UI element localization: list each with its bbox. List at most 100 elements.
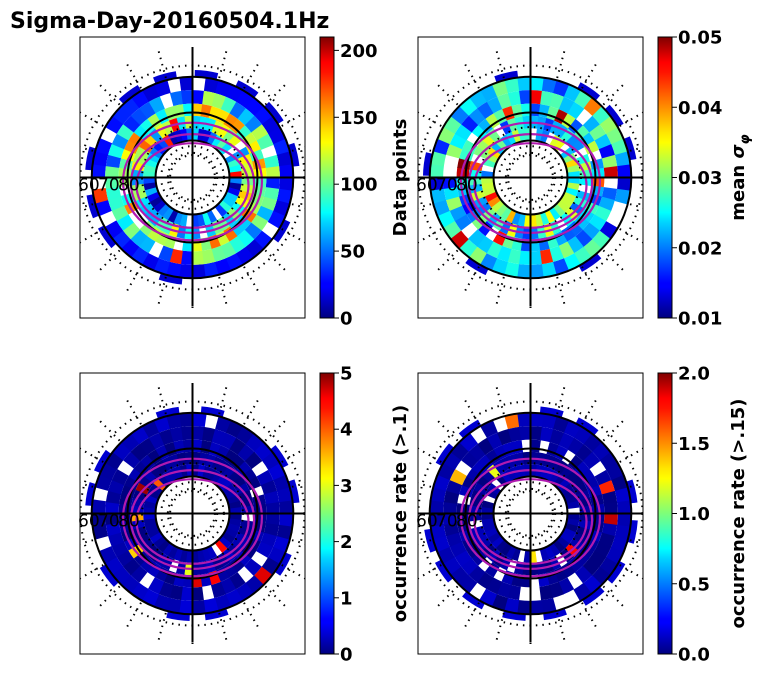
heatmap-cell bbox=[459, 484, 474, 498]
heatmap-cell bbox=[505, 209, 517, 224]
heatmap-cell bbox=[131, 519, 145, 530]
heatmap-cell bbox=[552, 539, 566, 553]
heatmap-cell bbox=[105, 490, 122, 504]
heatmap-cell bbox=[253, 230, 273, 250]
heatmap-cell bbox=[477, 139, 492, 153]
heatmap-cell bbox=[554, 445, 569, 461]
heatmap-cell bbox=[148, 464, 163, 479]
heatmap-cell bbox=[603, 166, 618, 179]
heatmap-cell bbox=[478, 118, 494, 134]
axes-frame bbox=[417, 36, 644, 319]
colorbar: 0 50 100 150 200 Data points bbox=[319, 36, 411, 330]
heatmap-cell bbox=[135, 146, 151, 159]
latitude-label: 80 bbox=[456, 176, 478, 196]
heatmap-cell bbox=[530, 76, 545, 92]
heatmap-cell bbox=[487, 531, 502, 544]
colorbar-tick-label: 0.0 bbox=[678, 645, 710, 666]
heatmap-cell bbox=[143, 500, 157, 509]
heatmap-cell bbox=[443, 512, 458, 525]
heatmap-cell bbox=[107, 195, 125, 211]
heatmap-cell bbox=[562, 488, 577, 500]
heatmap-cell bbox=[218, 142, 232, 156]
heatmap-cell bbox=[223, 113, 239, 130]
heatmap-cell bbox=[484, 488, 499, 500]
heatmap-cell bbox=[201, 248, 216, 265]
heatmap-cell bbox=[562, 527, 577, 539]
heatmap-cell bbox=[530, 426, 543, 441]
heatmap-cell bbox=[203, 261, 219, 278]
heatmap-cell bbox=[555, 124, 569, 139]
heatmap-cell bbox=[435, 443, 455, 466]
heatmap-cell bbox=[598, 144, 616, 160]
heatmap-cell bbox=[560, 212, 575, 227]
polar-plot bbox=[80, 45, 305, 310]
heatmap-cell bbox=[99, 564, 119, 587]
heatmap-cell bbox=[133, 460, 150, 477]
heatmap-cell bbox=[458, 238, 478, 258]
latitude-label: 80 bbox=[118, 512, 140, 532]
heatmap-cell bbox=[575, 444, 593, 462]
heatmap-cell bbox=[85, 482, 97, 506]
heatmap-cell bbox=[566, 182, 580, 191]
heatmap-cell bbox=[185, 550, 193, 563]
heatmap-cell bbox=[148, 96, 165, 114]
heatmap-cell bbox=[540, 90, 554, 107]
heatmap-cell bbox=[162, 206, 175, 221]
heatmap-cell bbox=[131, 183, 145, 194]
heatmap-cell bbox=[471, 124, 488, 141]
heatmap-cell bbox=[178, 263, 193, 279]
heatmap-cell bbox=[147, 449, 163, 465]
heatmap-cell bbox=[449, 133, 467, 150]
heatmap-cell bbox=[434, 559, 454, 583]
heatmap-cell bbox=[497, 92, 513, 110]
heatmap-cell bbox=[124, 139, 140, 154]
heatmap-cell bbox=[616, 513, 632, 528]
heatmap-cell bbox=[105, 154, 122, 168]
heatmap-cell bbox=[539, 406, 564, 418]
heatmap-cell bbox=[202, 426, 216, 443]
heatmap-cell bbox=[484, 152, 499, 164]
colorbar-gradient bbox=[319, 372, 335, 655]
heatmap-cell bbox=[210, 245, 226, 263]
heatmap-cell bbox=[149, 195, 164, 208]
heatmap-cell bbox=[118, 84, 142, 105]
heatmap-cell bbox=[200, 406, 225, 418]
heatmap-cell bbox=[208, 106, 222, 121]
heatmap-cell bbox=[263, 187, 280, 201]
heatmap-cell bbox=[157, 539, 171, 553]
heatmap-cell bbox=[130, 443, 149, 462]
heatmap-cell bbox=[502, 610, 526, 621]
heatmap-cell bbox=[146, 527, 161, 539]
heatmap-cell bbox=[486, 211, 501, 227]
heatmap-cell bbox=[430, 524, 447, 540]
heatmap-cell bbox=[491, 199, 505, 213]
heatmap-cell bbox=[449, 469, 467, 486]
heatmap-cell bbox=[572, 196, 588, 209]
heatmap-cell bbox=[217, 460, 231, 475]
heatmap-cell bbox=[135, 531, 150, 545]
heatmap-cell bbox=[601, 187, 618, 201]
heatmap-cell bbox=[222, 548, 237, 563]
heatmap-cell bbox=[460, 557, 479, 576]
heatmap-cell bbox=[105, 176, 120, 189]
heatmap-cell bbox=[503, 597, 520, 614]
colorbar-label: occurrence rate (>.1) bbox=[390, 405, 411, 622]
heatmap-cell bbox=[577, 82, 601, 101]
colorbar-gradient bbox=[319, 36, 335, 319]
heatmap-cell bbox=[468, 565, 486, 583]
latitude-label: 80 bbox=[118, 176, 140, 196]
heatmap-cell bbox=[236, 125, 252, 141]
colorbar-tick-label: 0.03 bbox=[678, 168, 722, 189]
heatmap-cell bbox=[167, 467, 179, 482]
heatmap-cell bbox=[244, 222, 262, 240]
heatmap-cell bbox=[288, 479, 300, 504]
heatmap-cell bbox=[111, 133, 129, 150]
heatmap-cell bbox=[221, 195, 236, 208]
heatmap-cell bbox=[582, 451, 601, 470]
heatmap-cell bbox=[92, 150, 109, 167]
heatmap-cell bbox=[516, 599, 531, 615]
heatmap-cell bbox=[566, 500, 580, 510]
heatmap-cell bbox=[478, 454, 494, 470]
heatmap-cell bbox=[265, 166, 280, 179]
heatmap-cell bbox=[229, 557, 245, 573]
